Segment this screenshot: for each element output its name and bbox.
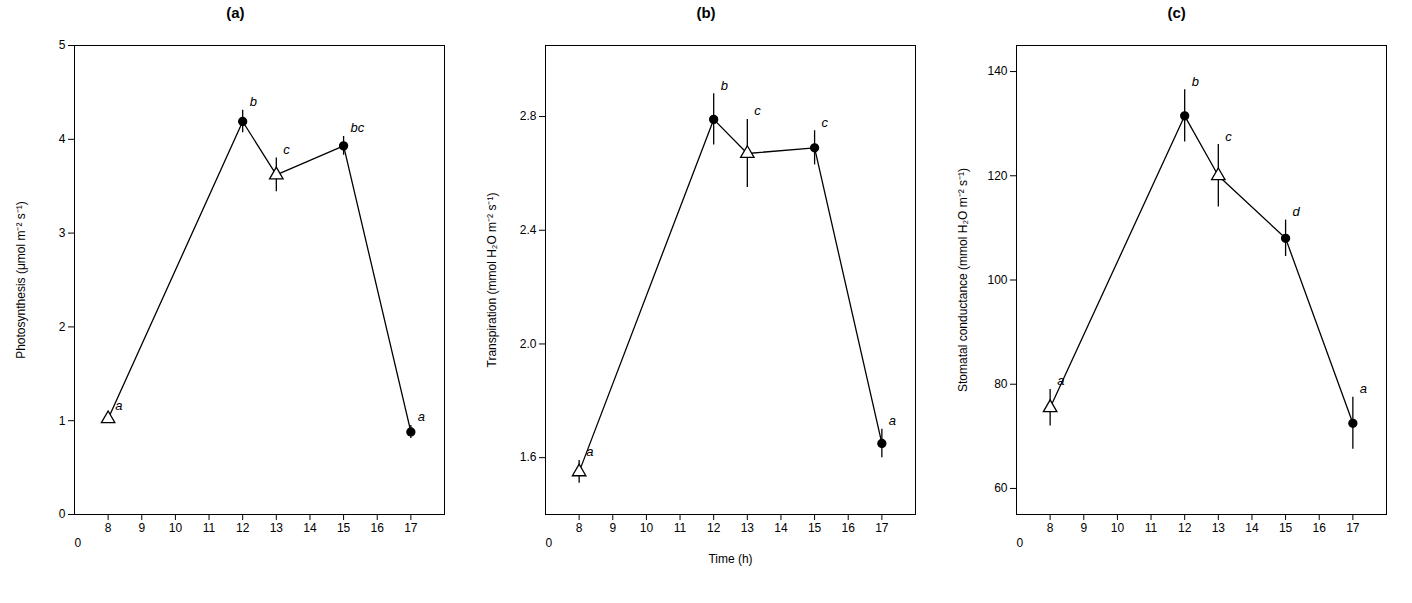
svg-text:2.0: 2.0 (520, 337, 537, 351)
svg-text:Photosynthesis (μmol m⁻² s⁻¹): Photosynthesis (μmol m⁻² s⁻¹) (14, 201, 28, 359)
svg-text:80: 80 (994, 377, 1008, 391)
svg-text:9: 9 (609, 521, 616, 535)
svg-text:c: c (284, 142, 291, 157)
svg-text:a: a (418, 409, 425, 424)
svg-text:13: 13 (270, 521, 284, 535)
svg-text:16: 16 (371, 521, 385, 535)
svg-text:1: 1 (59, 414, 66, 428)
html-text:(c): (c) (1167, 4, 1186, 21)
svg-text:1.6: 1.6 (520, 450, 537, 464)
svg-text:Stomatal conductance (mmol H₂O: Stomatal conductance (mmol H₂O m⁻² s⁻¹) (956, 168, 970, 392)
svg-text:12: 12 (707, 521, 721, 535)
svg-text:a: a (115, 398, 122, 413)
svg-text:2.4: 2.4 (520, 223, 537, 237)
svg-text:bc: bc (351, 120, 365, 135)
svg-text:11: 11 (203, 521, 216, 535)
svg-text:120: 120 (987, 169, 1007, 183)
svg-text:13: 13 (1211, 521, 1225, 535)
svg-text:a: a (1057, 373, 1064, 388)
svg-text:5: 5 (59, 38, 66, 52)
svg-text:8: 8 (105, 521, 112, 535)
svg-text:d: d (1292, 204, 1300, 219)
svg-text:12: 12 (1178, 521, 1192, 535)
svg-text:9: 9 (139, 521, 146, 535)
svg-text:100: 100 (987, 273, 1007, 287)
svg-text:c: c (1225, 129, 1232, 144)
svg-text:8: 8 (576, 521, 583, 535)
svg-text:10: 10 (1110, 521, 1124, 535)
svg-text:0: 0 (59, 507, 66, 521)
svg-text:17: 17 (875, 521, 889, 535)
svg-text:2.8: 2.8 (520, 109, 537, 123)
svg-text:10: 10 (640, 521, 654, 535)
svg-text:4: 4 (59, 132, 66, 146)
svg-text:11: 11 (674, 521, 687, 535)
svg-text:14: 14 (1245, 521, 1259, 535)
svg-text:c: c (754, 103, 761, 118)
svg-text:16: 16 (1312, 521, 1326, 535)
svg-text:14: 14 (774, 521, 788, 535)
svg-text:0: 0 (545, 536, 552, 550)
svg-text:a: a (889, 413, 896, 428)
html-text:(a): (a) (226, 4, 245, 21)
svg-text:2: 2 (59, 320, 66, 334)
svg-text:0: 0 (75, 536, 82, 550)
svg-text:b: b (250, 94, 257, 109)
svg-text:3: 3 (59, 226, 66, 240)
svg-text:17: 17 (1346, 521, 1360, 535)
svg-text:14: 14 (304, 521, 318, 535)
svg-text:60: 60 (994, 481, 1008, 495)
svg-text:140: 140 (987, 64, 1007, 78)
svg-text:12: 12 (236, 521, 250, 535)
svg-text:b: b (721, 78, 728, 93)
svg-text:a: a (586, 444, 593, 459)
svg-text:0: 0 (1016, 536, 1023, 550)
svg-text:b: b (1191, 74, 1198, 89)
svg-text:15: 15 (808, 521, 822, 535)
svg-text:a: a (1360, 381, 1367, 396)
svg-text:13: 13 (741, 521, 755, 535)
svg-text:15: 15 (1279, 521, 1293, 535)
svg-text:8: 8 (1046, 521, 1053, 535)
svg-text:c: c (822, 115, 829, 130)
svg-text:17: 17 (405, 521, 419, 535)
svg-text:Transpiration (mmol H₂O m⁻² s⁻: Transpiration (mmol H₂O m⁻² s⁻¹) (485, 193, 499, 368)
svg-text:9: 9 (1080, 521, 1087, 535)
svg-text:16: 16 (842, 521, 856, 535)
svg-text:Time (h): Time (h) (708, 552, 752, 566)
svg-text:15: 15 (337, 521, 351, 535)
svg-text:11: 11 (1144, 521, 1157, 535)
html-text:(b): (b) (696, 4, 716, 21)
svg-text:10: 10 (169, 521, 183, 535)
